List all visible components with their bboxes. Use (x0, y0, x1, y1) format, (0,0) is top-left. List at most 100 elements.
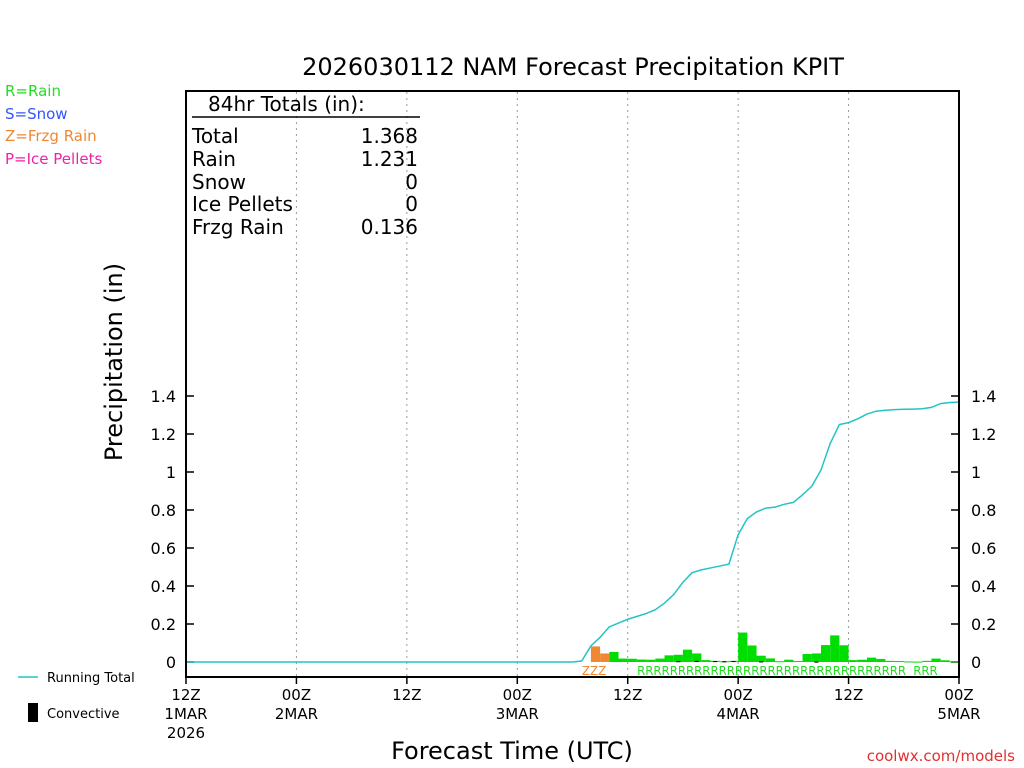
x-tick-label-time: 12Z (834, 686, 863, 704)
ptype-marker: RRRRRRRRRRRRRRRRRRRRRRRRRRRRRRRRR (637, 664, 906, 678)
running-total-line (186, 401, 960, 663)
y-tick-label-right: 0.4 (971, 577, 996, 596)
y-tick-label-left: 1.4 (151, 387, 176, 406)
totals-label-rain: Rain (192, 147, 236, 171)
rain-bar (774, 661, 785, 663)
legend-snow: S=Snow (5, 105, 68, 123)
rain-bar (738, 632, 748, 662)
series-legend: Running Total Convective (18, 671, 135, 722)
rain-bar (885, 660, 895, 662)
rain-bar (646, 659, 656, 662)
rain-bar (655, 658, 665, 662)
rain-bar (692, 653, 702, 662)
rain-bar (940, 660, 950, 662)
totals-label-ice-pellets: Ice Pellets (192, 192, 293, 216)
x-tick-label-date: 4MAR (717, 705, 760, 723)
rain-bar (820, 645, 831, 662)
legend-rain: R=Rain (5, 82, 61, 100)
convective-bar (713, 661, 718, 663)
rain-bar (922, 660, 932, 662)
rain-bar (609, 651, 619, 662)
x-tick-label-time: 00Z (503, 686, 532, 704)
x-tick-label-time: 00Z (723, 686, 752, 704)
rain-bar (793, 661, 803, 663)
convective-bar (814, 661, 819, 663)
y-tick-label-right: 0.2 (971, 615, 996, 634)
ptype-legend: R=Rain S=Snow Z=Frzg Rain P=Ice Pellets (5, 82, 102, 168)
rain-bar (784, 659, 794, 662)
rain-bar (673, 654, 683, 662)
rain-bar (912, 661, 923, 663)
ptype-marker: RRR (913, 664, 937, 678)
totals-header: 84hr Totals (in): (208, 92, 365, 116)
rain-bar (636, 659, 647, 662)
running-total-polyline (186, 401, 960, 663)
frzg-rain-bar (590, 646, 601, 662)
y-tick-label-right: 1.2 (971, 425, 996, 444)
x-tick-label-time: 12Z (392, 686, 421, 704)
y-tick-label-right: 1.4 (971, 387, 996, 406)
y-axis-label: Precipitation (in) (100, 263, 128, 461)
convective-bar (759, 661, 764, 663)
rain-bar (802, 654, 812, 662)
rain-bar (949, 661, 959, 663)
y-tick-label-right: 1 (971, 463, 981, 482)
rain-bar (876, 658, 886, 662)
legend-ice-pellets: P=Ice Pellets (5, 150, 102, 168)
ptype-marker: ZZZ (582, 664, 606, 678)
y-tick-label-left: 0 (166, 653, 176, 672)
grid-lines (295, 92, 850, 676)
totals-label-snow: Snow (192, 170, 246, 194)
rain-bar (903, 661, 913, 663)
precip-bars (590, 632, 959, 663)
x-axis-label: Forecast Time (UTC) (391, 737, 633, 765)
x-tick-label-year: 2026 (167, 724, 205, 742)
rain-bar (866, 657, 877, 662)
totals-value-rain: 1.231 (361, 147, 418, 171)
rain-bar (839, 645, 849, 662)
x-tick-label-date: 2MAR (275, 705, 318, 723)
y-axis-left: 0 0.2 0.4 0.6 0.8 1 1.2 1.4 (151, 387, 194, 672)
legend-frzg-rain: Z=Frzg Rain (5, 127, 97, 145)
totals-label-frzg-rain: Frzg Rain (192, 215, 284, 239)
frzg-rain-bar (600, 653, 610, 662)
rain-bar (857, 659, 867, 662)
x-tick-label-time: 00Z (282, 686, 311, 704)
totals-value-ice-pellets: 0 (405, 192, 418, 216)
rain-bar (682, 649, 693, 662)
rain-bar (830, 635, 840, 662)
y-tick-label-left: 0.2 (151, 615, 176, 634)
chart-title: 2026030112 NAM Forecast Precipitation KP… (302, 53, 844, 81)
rain-bar (894, 661, 904, 663)
rain-bar (931, 658, 941, 662)
y-tick-label-right: 0 (971, 653, 981, 672)
totals-value-total: 1.368 (361, 124, 418, 148)
running-total-legend-label: Running Total (47, 671, 135, 686)
rain-bar (627, 658, 637, 662)
convective-bar (694, 660, 699, 662)
convective-legend-swatch (28, 703, 38, 722)
y-tick-label-left: 1.2 (151, 425, 176, 444)
y-tick-label-right: 0.6 (971, 539, 996, 558)
totals-label-total: Total (191, 124, 239, 148)
rain-bar (747, 645, 757, 662)
x-tick-label-date: 3MAR (496, 705, 539, 723)
convective-bar (731, 661, 736, 663)
rain-bar (701, 660, 711, 662)
x-tick-label-time: 12Z (613, 686, 642, 704)
x-tick-label-time: 00Z (944, 686, 973, 704)
rain-bar (664, 655, 674, 662)
convective-bar (676, 661, 681, 663)
y-tick-label-right: 0.8 (971, 501, 996, 520)
x-tick-label-date: 5MAR (937, 705, 980, 723)
ptype-markers: ZZZ RRRRRRRRRRRRRRRRRRRRRRRRRRRRRRRRR RRR (582, 664, 938, 678)
totals-value-frzg-rain: 0.136 (361, 215, 418, 239)
y-tick-label-left: 0.6 (151, 539, 176, 558)
y-axis-right: 0 0.2 0.4 0.6 0.8 1 1.2 1.4 (951, 387, 996, 672)
totals-box: 84hr Totals (in): Total 1.368 Rain 1.231… (191, 92, 420, 239)
rain-bar (811, 653, 821, 662)
y-tick-label-left: 0.4 (151, 577, 176, 596)
